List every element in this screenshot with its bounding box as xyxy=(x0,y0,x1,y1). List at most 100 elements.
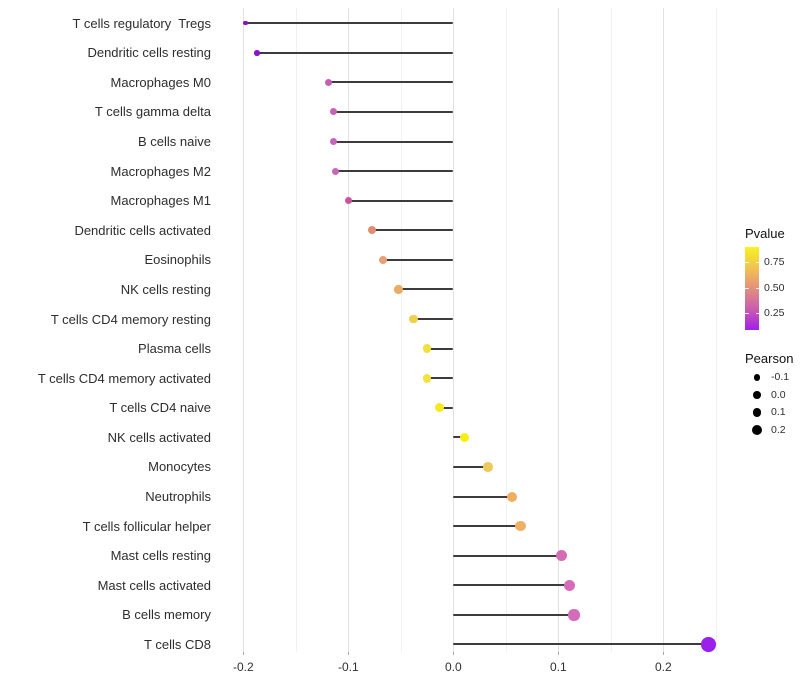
y-axis-label: T cells CD4 memory resting xyxy=(50,311,211,327)
x-axis-tick xyxy=(558,652,560,655)
lollipop-stem xyxy=(439,406,454,409)
data-point xyxy=(409,314,418,324)
data-point xyxy=(330,108,338,116)
colorbar-tick-mark xyxy=(755,287,759,289)
x-axis-tick xyxy=(348,652,350,655)
lollipop-stem xyxy=(328,81,454,84)
y-axis-label: Dendritic cells resting xyxy=(87,45,211,61)
y-axis-label: Monocytes xyxy=(148,459,211,475)
data-point xyxy=(507,491,518,502)
pearson-legend-dot xyxy=(753,374,761,381)
y-axis-label: T cells CD4 naive xyxy=(109,400,211,416)
y-axis-label: Plasma cells xyxy=(138,341,211,357)
data-point xyxy=(701,637,716,652)
data-point xyxy=(564,579,576,591)
y-axis-label: Macrophages M1 xyxy=(110,193,211,209)
major-gridline xyxy=(558,8,560,652)
data-point xyxy=(332,167,340,175)
major-gridline xyxy=(348,8,350,652)
data-point xyxy=(460,432,470,443)
pearson-legend-label: 0.2 xyxy=(771,423,786,436)
x-axis-tick xyxy=(243,652,245,655)
pearson-legend-title: Pearson xyxy=(745,351,794,366)
data-point xyxy=(483,462,493,472)
x-axis-tick-label: 0.2 xyxy=(654,660,672,674)
data-point xyxy=(378,255,388,265)
colorbar-tick-label: 0.25 xyxy=(764,307,785,319)
colorbar-tick-mark xyxy=(755,313,759,314)
data-point xyxy=(555,550,567,562)
lollipop-stem xyxy=(413,318,454,321)
pearson-legend-label: 0.1 xyxy=(771,406,786,418)
minor-gridline xyxy=(715,8,717,652)
pearson-size-legend: Pearson -0.1 0.0 0.1 0.2 xyxy=(745,351,800,435)
y-axis-label: Macrophages M0 xyxy=(110,74,211,90)
colorbar-tick-mark xyxy=(745,287,749,289)
data-point xyxy=(344,196,353,205)
y-axis-label: T cells CD8 xyxy=(144,636,211,652)
y-axis-label: Neutrophils xyxy=(145,489,211,505)
colorbar-tick-mark xyxy=(745,313,749,314)
lollipop-stem xyxy=(382,258,454,261)
lollipop-stem xyxy=(333,140,454,143)
colorbar-tick-mark xyxy=(755,262,759,263)
y-axis-label: NK cells resting xyxy=(120,281,211,297)
pearson-legend-label: -0.1 xyxy=(771,371,790,383)
data-point xyxy=(324,78,332,86)
pearson-legend-dot xyxy=(752,425,762,435)
lollipop-stem xyxy=(453,643,709,646)
colorbar-tick-label: 0.50 xyxy=(764,281,785,294)
pearson-legend-label: 0.0 xyxy=(771,388,786,401)
y-axis-label: B cells naive xyxy=(138,134,211,150)
lollipop-stem xyxy=(398,288,454,291)
data-point xyxy=(243,20,248,26)
y-axis-label: NK cells activated xyxy=(107,429,211,445)
minor-gridline xyxy=(610,8,612,652)
lollipop-stem xyxy=(348,199,454,202)
data-point xyxy=(254,50,260,56)
lollipop-stem xyxy=(453,495,513,498)
lollipop-stem xyxy=(335,170,454,173)
pvalue-legend-title: Pvalue xyxy=(745,226,785,241)
y-axis-label: T cells regulatory Tregs xyxy=(72,15,211,31)
lollipop-stem xyxy=(372,229,454,232)
lollipop-stem xyxy=(453,436,465,439)
lollipop-stem xyxy=(453,554,562,557)
minor-gridline xyxy=(400,8,402,652)
pvalue-colorbar xyxy=(745,247,759,330)
pearson-legend-dot xyxy=(753,391,761,399)
data-point xyxy=(368,226,377,235)
y-axis-label: Macrophages M2 xyxy=(110,163,211,179)
y-axis-label: T cells gamma delta xyxy=(94,104,211,120)
y-axis-label: B cells memory xyxy=(122,607,211,623)
y-axis-label: Mast cells activated xyxy=(97,577,211,593)
x-axis-tick xyxy=(663,652,665,655)
y-axis-label: Mast cells resting xyxy=(110,548,211,564)
data-point xyxy=(394,285,403,294)
major-gridline xyxy=(243,8,245,652)
data-point xyxy=(568,609,580,621)
colorbar-tick-mark xyxy=(745,262,749,263)
lollipop-stem xyxy=(453,613,575,616)
lollipop-stem xyxy=(453,584,570,587)
lollipop-stem xyxy=(333,110,454,113)
lollipop-stem xyxy=(245,22,454,25)
major-gridline xyxy=(453,8,455,652)
y-axis-label: Dendritic cells activated xyxy=(74,222,211,238)
lollipop-stem xyxy=(453,465,488,468)
x-axis-tick xyxy=(453,652,455,655)
data-point xyxy=(422,373,432,383)
x-axis-tick-label: 0.0 xyxy=(444,660,462,674)
lollipop-stem xyxy=(427,377,454,380)
y-axis-label: Eosinophils xyxy=(144,252,212,268)
major-gridline xyxy=(663,8,665,652)
x-axis-tick-label: -0.1 xyxy=(337,660,359,674)
data-point xyxy=(435,403,445,413)
minor-gridline xyxy=(295,8,297,652)
pvalue-color-legend: Pvalue 0.75 0.50 0.25 xyxy=(745,226,800,330)
y-axis-label: T cells CD4 memory activated xyxy=(37,370,211,386)
x-axis-tick-label: 0.1 xyxy=(549,660,567,674)
x-axis-tick-label: -0.2 xyxy=(232,660,254,674)
minor-gridline xyxy=(505,8,507,652)
